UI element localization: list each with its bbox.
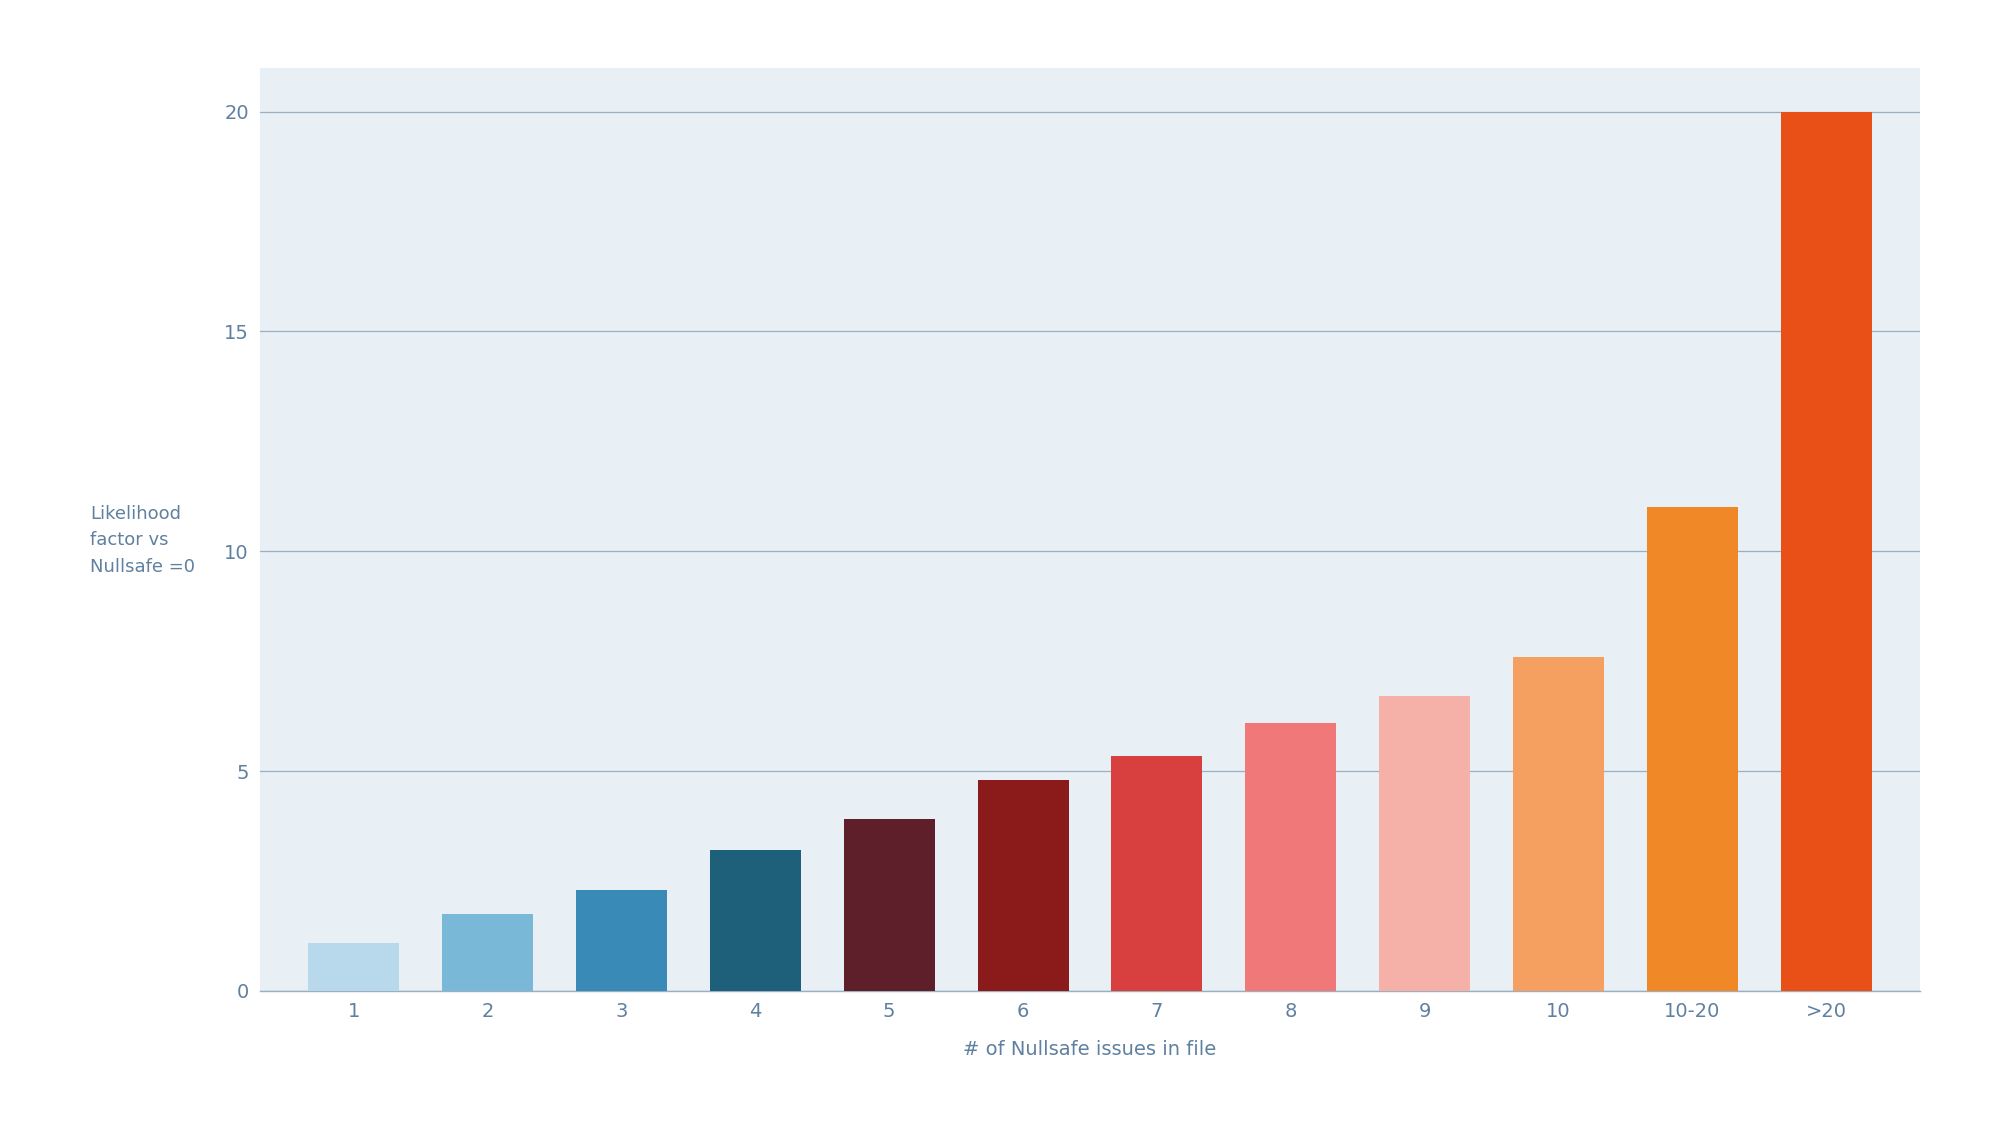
Bar <box>1514 656 1604 991</box>
Bar <box>1780 111 1872 991</box>
Text: Likelihood
factor vs
Nullsafe =0: Likelihood factor vs Nullsafe =0 <box>90 506 196 575</box>
Bar <box>844 820 934 991</box>
Bar <box>308 942 400 991</box>
X-axis label: # of Nullsafe issues in file: # of Nullsafe issues in file <box>964 1040 1216 1060</box>
Bar <box>710 850 800 991</box>
Bar <box>576 890 666 991</box>
Bar <box>978 780 1068 991</box>
Bar <box>1646 507 1738 991</box>
Bar <box>1380 696 1470 991</box>
Bar <box>1112 756 1202 991</box>
Bar <box>1246 723 1336 991</box>
Bar <box>442 914 534 991</box>
